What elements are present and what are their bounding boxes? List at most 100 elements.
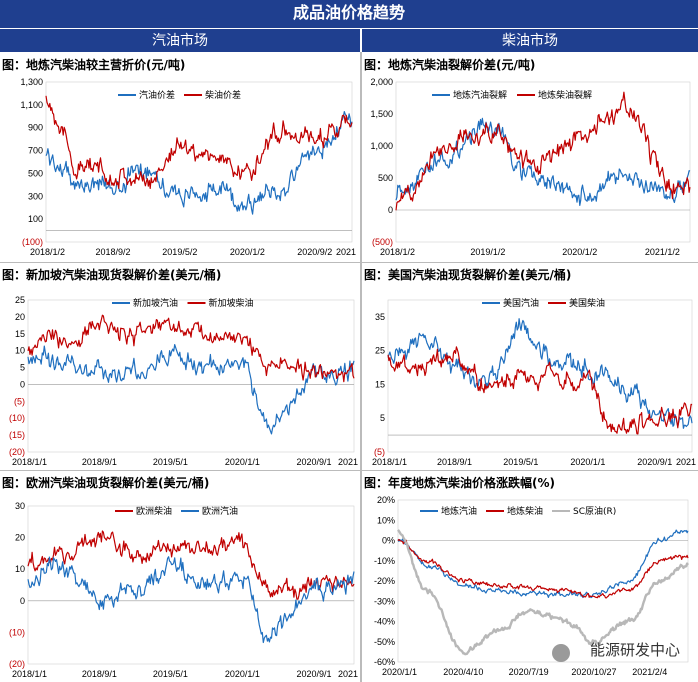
x-tick-label: 2018/1/2 (380, 247, 415, 257)
y-tick-label: -40% (374, 617, 395, 627)
y-tick-label: 1,300 (20, 77, 43, 87)
series-line (27, 530, 355, 600)
chart-panel-annual-change: 图：年度地炼汽柴油价格涨跌幅(%) -60% -50% -40% -30% -20% -1… (362, 472, 698, 682)
chart-panel-refinery-discount: 图：地炼汽柴油较主营折价(元/吨) (100) 100 300 500 700 900 1,… (0, 54, 360, 262)
legend-label: 新加坡柴油 (209, 297, 254, 309)
watermark: 能源研发中心 (589, 641, 680, 659)
plot-area (27, 299, 355, 453)
chart-panel-singapore-crack: 图：新加坡汽柴油现货裂解价差(美元/桶) (20) (15) (10) (5) 0 5 10… (0, 264, 360, 470)
section-gasoline-header: 汽油市场 (0, 29, 360, 52)
series-line (387, 318, 693, 429)
chart-refinery-discount: (100) 100 300 500 700 900 1,100 1,300 2018/1/2 20… (20, 77, 356, 257)
x-tick-label: 2018/9/1 (82, 457, 117, 467)
y-tick-label: 30 (15, 501, 25, 511)
series-line (45, 111, 353, 215)
chart-title: 图：美国汽柴油现货裂解价差(美元/桶) (364, 268, 572, 282)
x-tick-label: 2019/5/1 (153, 669, 188, 679)
y-tick-label: -60% (374, 657, 395, 667)
y-tick-label: 10% (377, 515, 395, 525)
page-title: 成品油价格趋势 (0, 0, 698, 28)
y-tick-label: 2,000 (370, 77, 393, 87)
x-tick-label: 2018/9/1 (82, 669, 117, 679)
plot-area (45, 81, 353, 243)
plot-area (397, 499, 689, 663)
series-line (397, 538, 689, 599)
x-tick-label: 2018/1/1 (12, 457, 47, 467)
y-tick-label: 0 (20, 379, 25, 389)
x-tick-label: 2020/1/1 (570, 457, 605, 467)
x-tick-label: 2019/5/2 (162, 247, 197, 257)
legend-label: 新加坡汽油 (133, 297, 178, 309)
x-tick-label: 2020/10/27 (571, 667, 616, 677)
y-tick-label: 500 (378, 173, 393, 183)
wechat-icon (552, 644, 570, 662)
y-tick-label: 1,500 (370, 109, 393, 119)
column-divider (360, 52, 362, 682)
x-tick-label: 2020/1/1 (225, 669, 260, 679)
y-tick-label: 20 (15, 533, 25, 543)
chart-singapore-crack: (20) (15) (10) (5) 0 5 10 15 20 25 2018/1/1 2018/9/… (9, 295, 358, 467)
y-tick-label: 5 (20, 363, 25, 373)
y-tick-label: (10) (9, 627, 25, 637)
y-tick-label: (10) (9, 413, 25, 423)
y-tick-label: 1,000 (370, 141, 393, 151)
x-tick-label: 2020/9/1 (637, 457, 672, 467)
y-tick-label: 35 (375, 312, 385, 322)
legend-label: 地炼柴油 (507, 505, 543, 517)
x-tick-label: 2021/1/2 (645, 247, 680, 257)
series-line (395, 91, 691, 211)
x-tick-label: 2020/1/1 (225, 457, 260, 467)
x-tick-label: 2021 (336, 247, 356, 257)
x-tick-label: 2018/9/2 (96, 247, 131, 257)
legend-label: SC原油(R) (573, 505, 616, 517)
y-tick-label: 100 (28, 214, 43, 224)
y-tick-label: -10% (374, 556, 395, 566)
y-tick-label: 0 (20, 596, 25, 606)
y-tick-label: (5) (14, 396, 25, 406)
chart-title: 图：年度地炼汽柴油价格涨跌幅(%) (364, 476, 555, 490)
series-line (27, 344, 355, 435)
y-tick-label: 25 (15, 295, 25, 305)
series-line (45, 95, 353, 189)
legend-label: 汽油价差 (139, 89, 175, 101)
chart-europe-crack: (20) (10) 0 10 20 30 2018/1/1 2018/9/1 2019/5/1 2… (9, 501, 358, 679)
y-tick-label: -50% (374, 637, 395, 647)
x-tick-label: 2020/7/19 (509, 667, 549, 677)
plot-area (395, 81, 691, 243)
x-tick-label: 2019/1/2 (470, 247, 505, 257)
legend-label: 地炼汽油裂解 (453, 89, 507, 101)
section-diesel-header: 柴油市场 (362, 29, 698, 52)
y-tick-label: (20) (9, 659, 25, 669)
y-tick-label: 0% (382, 536, 395, 546)
y-tick-label: (500) (372, 237, 393, 247)
y-tick-label: -30% (374, 596, 395, 606)
series-line (397, 529, 689, 656)
y-tick-label: 20 (15, 312, 25, 322)
x-tick-label: 2021 (338, 457, 358, 467)
x-tick-label: 2019/5/1 (153, 457, 188, 467)
y-tick-label: 900 (28, 123, 43, 133)
legend-label: 欧洲汽油 (202, 505, 238, 517)
chart-panel-us-crack: 图：美国汽柴油现货裂解价差(美元/桶) (5) 5 15 25 35 2018/1/1 20… (362, 264, 698, 470)
chart-us-crack: (5) 5 15 25 35 2018/1/1 2018/9/1 2019/5/1 2020/1… (372, 297, 696, 467)
legend-label: 柴油价差 (205, 89, 241, 101)
y-tick-label: 300 (28, 191, 43, 201)
x-tick-label: 2020/1/1 (382, 667, 417, 677)
y-tick-label: 15 (375, 379, 385, 389)
row-divider-1 (0, 262, 698, 263)
y-tick-label: -20% (374, 576, 395, 586)
series-line (27, 314, 355, 383)
x-tick-label: 2021/2/4 (632, 667, 667, 677)
x-tick-label: 2018/9/1 (437, 457, 472, 467)
y-tick-label: (20) (9, 447, 25, 457)
y-tick-label: (15) (9, 430, 25, 440)
series-line (395, 117, 691, 206)
legend-label: 美国汽油 (503, 297, 539, 309)
x-tick-label: 2020/1/2 (230, 247, 265, 257)
y-tick-label: 5 (380, 413, 385, 423)
chart-panel-europe-crack: 图：欧洲汽柴油现货裂解价差(美元/桶) (20) (10) 0 10 20 30 2018/… (0, 472, 360, 682)
y-tick-label: 0 (388, 205, 393, 215)
y-tick-label: 700 (28, 146, 43, 156)
x-tick-label: 2020/1/2 (562, 247, 597, 257)
chart-refinery-crack: (500) 0 500 1,000 1,500 2,000 2018/1/2 2019/1/2… (370, 77, 691, 257)
